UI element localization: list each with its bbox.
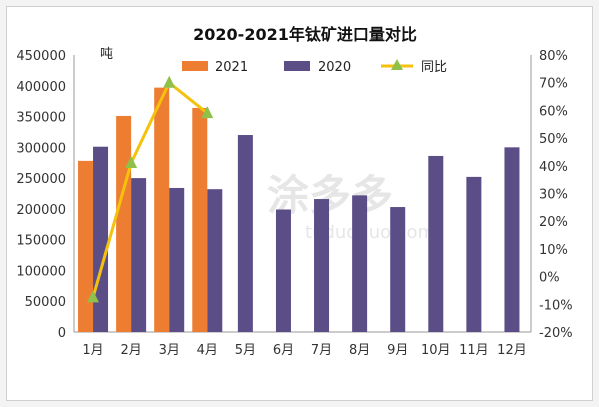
x-tick-label: 8月 xyxy=(349,343,370,358)
legend-label-2021: 2021 xyxy=(215,60,248,75)
bar-2020 xyxy=(390,207,406,332)
right-y-tick-labels: -20% -10% 0% 10% 20% 30% 40% 50% 60% 70% 80% xyxy=(539,49,573,341)
chart-title: 2020-2021年钛矿进口量对比 xyxy=(193,25,417,44)
bar-2020 xyxy=(93,146,109,332)
left-y-tick-label: 300000 xyxy=(16,141,66,156)
legend-swatch-2020 xyxy=(284,61,310,71)
x-tick-label: 2月 xyxy=(120,343,141,358)
x-tick-label: 12月 xyxy=(497,343,527,358)
right-y-tick-label: 50% xyxy=(539,132,568,147)
right-y-tick-label: 60% xyxy=(539,104,568,119)
left-y-tick-label: 100000 xyxy=(16,264,66,279)
legend-label-yoy: 同比 xyxy=(421,60,447,75)
right-y-tick-label: -20% xyxy=(539,326,573,341)
right-y-tick-label: 30% xyxy=(539,188,568,203)
y-axis-unit: 吨 xyxy=(100,47,113,62)
x-tick-label: 7月 xyxy=(311,343,332,358)
x-tick-label: 3月 xyxy=(159,343,180,358)
yoy-point xyxy=(163,75,176,88)
right-y-tick-label: 10% xyxy=(539,243,568,258)
right-y-tick-label: 0% xyxy=(539,271,560,286)
legend-marker-yoy xyxy=(391,59,403,70)
left-y-tick-label: 150000 xyxy=(16,234,66,249)
bar-2020 xyxy=(428,155,444,332)
bar-2020 xyxy=(314,199,330,332)
axes xyxy=(73,55,532,333)
legend: 2021 2020 同比 xyxy=(182,59,447,75)
bar-2020 xyxy=(275,209,291,332)
left-y-tick-label: 250000 xyxy=(16,172,66,187)
bar-2020 xyxy=(504,147,520,332)
yoy-point xyxy=(87,290,100,303)
yoy-line-series xyxy=(87,75,214,303)
x-tick-label: 9月 xyxy=(387,343,408,358)
left-y-tick-label: 0 xyxy=(58,326,66,341)
bar-2021 xyxy=(78,160,94,332)
bar-2020 xyxy=(169,187,185,332)
bar-2021 xyxy=(116,115,132,332)
bar-2021 xyxy=(154,87,170,332)
left-y-tick-labels: 0 50000 100000 150000 200000 250000 300000 3500… xyxy=(16,49,66,341)
left-y-tick-label: 450000 xyxy=(16,49,66,64)
bar-2020 xyxy=(131,178,147,332)
bar-2021 xyxy=(192,107,208,332)
x-tick-label: 4月 xyxy=(197,343,218,358)
bar-2020 xyxy=(466,176,482,332)
yoy-point xyxy=(201,106,214,119)
x-tick-label: 5月 xyxy=(235,343,256,358)
legend-swatch-2021 xyxy=(182,61,208,71)
right-y-tick-label: 40% xyxy=(539,160,568,175)
right-y-tick-label: -10% xyxy=(539,298,573,313)
right-y-tick-label: 20% xyxy=(539,215,568,230)
bar-2020 xyxy=(352,195,368,332)
left-y-tick-label: 400000 xyxy=(16,80,66,95)
bar-2020 xyxy=(237,135,253,332)
x-tick-label: 6月 xyxy=(273,343,294,358)
left-y-tick-label: 50000 xyxy=(25,295,66,310)
left-y-tick-label: 350000 xyxy=(16,111,66,126)
right-y-tick-label: 80% xyxy=(539,49,568,64)
yoy-line xyxy=(91,80,209,298)
left-y-tick-label: 200000 xyxy=(16,203,66,218)
x-tick-label: 10月 xyxy=(421,343,451,358)
legend-label-2020: 2020 xyxy=(318,60,351,75)
x-tick-labels: 1月 2月 3月 4月 5月 6月 7月 8月 9月 10月 11月 12月 xyxy=(82,343,526,358)
x-tick-label: 11月 xyxy=(459,343,489,358)
yoy-point xyxy=(125,156,138,169)
right-y-tick-label: 70% xyxy=(539,77,568,92)
bar-2020 xyxy=(207,189,223,332)
bars xyxy=(78,87,520,332)
x-tick-label: 1月 xyxy=(82,343,103,358)
watermark: 涂多多 tuduoduo.com xyxy=(267,171,435,243)
